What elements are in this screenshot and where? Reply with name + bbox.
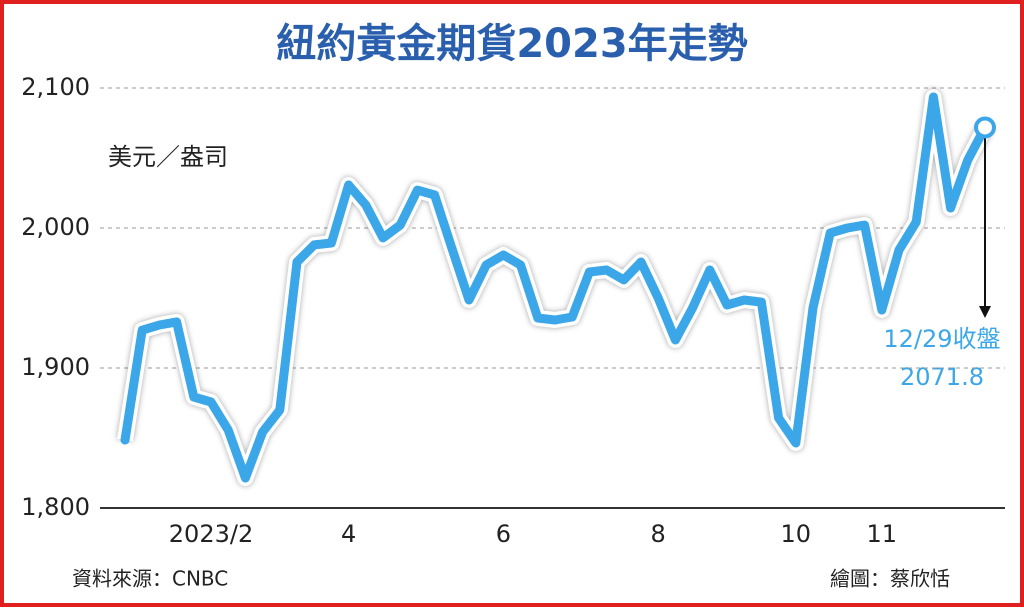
unit-label: 美元／盎司 xyxy=(108,143,228,171)
x-tick-label: 10 xyxy=(781,520,812,548)
line xyxy=(120,92,990,483)
y-tick-label: 1,900 xyxy=(21,353,90,381)
source: 資料來源：CNBC xyxy=(72,567,228,591)
y-tick-label: 1,800 xyxy=(21,493,90,521)
y-tick-label: 2,000 xyxy=(21,213,90,241)
y-tick-label: 2,100 xyxy=(21,73,90,101)
chart-title: 紐約黃金期貨2023年走勢 xyxy=(276,21,747,67)
annotation: 2071.8 xyxy=(900,363,984,391)
x-tick-label: 8 xyxy=(651,520,666,548)
arrow-head xyxy=(979,306,991,318)
x-tick-label: 11 xyxy=(867,520,898,548)
end-point xyxy=(974,116,996,139)
annotation: 12/29收盤 xyxy=(883,325,1000,353)
x-tick-label: 6 xyxy=(496,520,511,548)
x-tick-label: 2023/2 xyxy=(169,520,253,548)
credit: 繪圖：蔡欣恬 xyxy=(830,567,950,591)
x-tick-label: 4 xyxy=(341,520,356,548)
